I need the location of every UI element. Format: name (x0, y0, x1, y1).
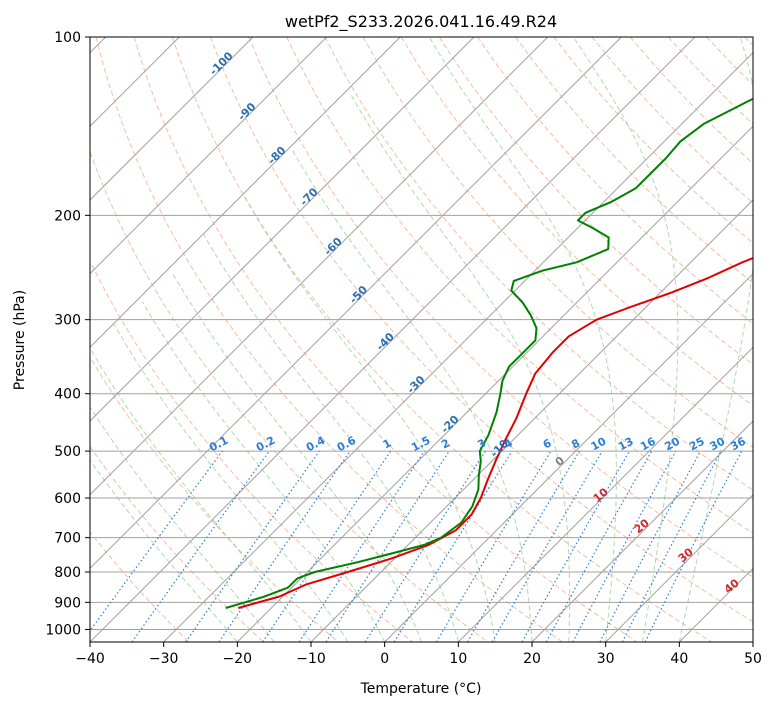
mixing-ratio-line (185, 450, 320, 642)
dry-adiabat (90, 531, 190, 642)
dry-adiabat (438, 37, 753, 366)
x-axis-title: Temperature (°C) (360, 681, 482, 697)
isotherm-line (90, 37, 622, 570)
mixing-ratio-line (218, 450, 351, 642)
y-axis-title: Pressure (hPa) (12, 290, 28, 390)
dry-adiabat (324, 37, 753, 491)
dry-adiabat (90, 356, 339, 642)
isotherm-line (90, 37, 328, 275)
mixing-ratio-label: 16 (638, 435, 658, 454)
dry-adiabat (90, 445, 264, 642)
moist-adiabat (428, 37, 617, 642)
x-tick-label: −40 (75, 651, 105, 667)
isotherm-line (163, 51, 753, 642)
mixing-ratio-line (393, 450, 513, 642)
moist-adiabat (243, 195, 496, 642)
y-tick-label: 800 (54, 565, 81, 581)
mixing-ratio-line (90, 450, 223, 632)
mixing-ratio-line (521, 450, 631, 642)
mixing-ratio-label: 36 (728, 435, 748, 454)
moist-adiabat (678, 37, 753, 642)
x-tick-label: 0 (380, 651, 389, 667)
moist-adiabat (171, 272, 422, 642)
moist-adiabat (90, 406, 275, 642)
mixing-ratio-label: 25 (687, 435, 707, 454)
y-tick-label: 700 (54, 531, 81, 547)
x-axis: −40 −30 −20 −10 0 10 20 30 40 50 (75, 642, 762, 667)
isotherm-line (310, 199, 753, 642)
x-tick-label: 50 (744, 651, 762, 667)
mixing-ratio-label: 13 (616, 435, 636, 454)
moist-adiabat (90, 347, 312, 642)
moist-adiabat (350, 94, 571, 642)
dry-adiabat (286, 37, 753, 534)
y-tick-label: 900 (54, 595, 81, 611)
isotherm-line (90, 37, 401, 349)
dry-adiabat (95, 37, 563, 642)
x-tick-label: −30 (149, 651, 179, 667)
isotherm-line (384, 272, 753, 642)
mixing-ratio-label: 20 (662, 435, 682, 454)
mixing-ratio-line (262, 450, 392, 642)
isotherm-line (236, 125, 753, 642)
moist-adiabat (572, 37, 679, 642)
y-tick-label: 500 (54, 444, 81, 460)
isotherm-line (531, 420, 753, 642)
mixing-ratio-line (572, 450, 677, 642)
mixing-ratio-label: 10 (589, 435, 609, 454)
y-tick-label: 100 (54, 30, 81, 46)
moist-adiabat (203, 233, 459, 642)
mixing-ratio-label: 30 (708, 435, 728, 454)
mixing-ratio-line (131, 450, 270, 642)
dry-adiabat (248, 37, 753, 578)
isotherm-line (90, 37, 475, 422)
x-tick-label: 20 (523, 651, 541, 667)
y-tick-label: 600 (54, 491, 81, 507)
dewpoint-profile-line (225, 97, 753, 609)
y-tick-label: 400 (54, 387, 81, 403)
isotherm-line (90, 37, 696, 642)
y-tick-label: 300 (54, 313, 81, 329)
x-tick-label: 30 (597, 651, 615, 667)
x-tick-label: −20 (223, 651, 253, 667)
isotherm-line (90, 37, 549, 496)
isotherm-line (457, 346, 753, 642)
x-tick-label: −10 (296, 651, 326, 667)
dry-adiabat (90, 150, 488, 642)
y-tick-label: 1000 (45, 622, 81, 638)
dry-adiabat (515, 37, 753, 284)
y-axis: 100 200 300 400 500 600 700 800 900 1000 (45, 30, 90, 638)
x-tick-label: 40 (670, 651, 688, 667)
dry-adiabat (90, 259, 414, 642)
dry-adiabat (133, 37, 638, 642)
plot-frame (89, 36, 754, 643)
chart-title: wetPf2_S233.2026.041.16.49.R24 (285, 12, 557, 32)
dry-adiabat (171, 37, 712, 642)
isotherm-line (90, 37, 254, 201)
y-tick-label: 200 (54, 208, 81, 224)
x-tick-label: 10 (449, 651, 467, 667)
dry-adiabat (210, 37, 753, 623)
temperature-profile-line (237, 257, 753, 609)
plot-area (90, 37, 753, 642)
mixing-ratio-line (644, 450, 743, 642)
isotherm-line (605, 493, 753, 642)
mixing-ratio-line (545, 450, 653, 642)
moist-adiabat (90, 459, 238, 642)
dry-adiabat (362, 37, 753, 449)
moist-adiabat (291, 149, 533, 642)
dry-adiabat (400, 37, 753, 407)
